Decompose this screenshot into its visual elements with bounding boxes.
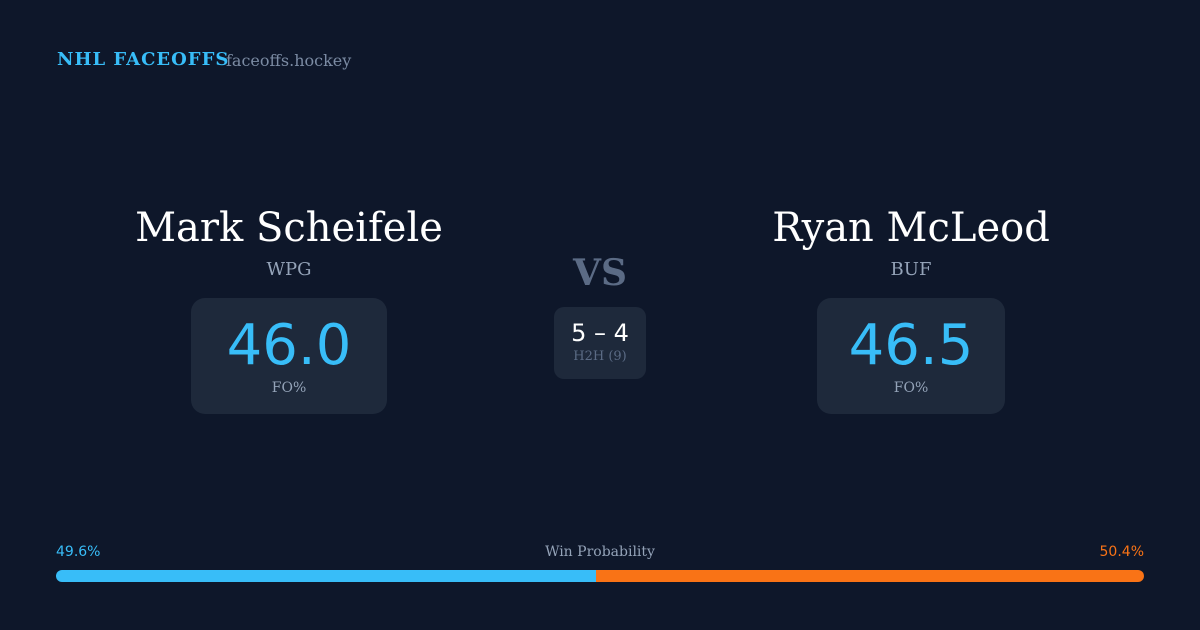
fo-label: FO% bbox=[893, 380, 929, 396]
brand-title: NHL FACEOFFS bbox=[57, 49, 230, 70]
team: WPG bbox=[266, 259, 312, 280]
player-name: Mark Scheifele bbox=[135, 205, 443, 251]
win-probability-bar bbox=[56, 570, 1144, 582]
fo-card: 46.0 FO% bbox=[190, 298, 388, 414]
vs-label: VS bbox=[573, 252, 627, 294]
right-bar-segment bbox=[595, 570, 1144, 582]
site-link[interactable]: faceoffs.hockey bbox=[226, 51, 352, 70]
team: BUF bbox=[890, 259, 932, 280]
right-win-pct: 50.4% bbox=[1099, 544, 1144, 560]
fo-card: 46.5 FO% bbox=[816, 298, 1006, 414]
player-name: Ryan McLeod bbox=[772, 205, 1050, 251]
fo-value: 46.5 bbox=[848, 313, 974, 378]
win-probability-label: Win Probability bbox=[545, 544, 655, 560]
fo-label: FO% bbox=[271, 380, 307, 396]
left-player: Mark Scheifele WPG 46.0 FO% bbox=[89, 205, 489, 414]
h2h-score: 5 – 4 bbox=[571, 319, 629, 347]
h2h-label: H2H (9) bbox=[573, 349, 627, 364]
h2h-card: 5 – 4 H2H (9) bbox=[554, 307, 646, 379]
right-player: Ryan McLeod BUF 46.5 FO% bbox=[711, 205, 1111, 414]
left-win-pct: 49.6% bbox=[56, 544, 101, 560]
left-bar-segment bbox=[56, 570, 596, 582]
fo-value: 46.0 bbox=[226, 313, 352, 378]
